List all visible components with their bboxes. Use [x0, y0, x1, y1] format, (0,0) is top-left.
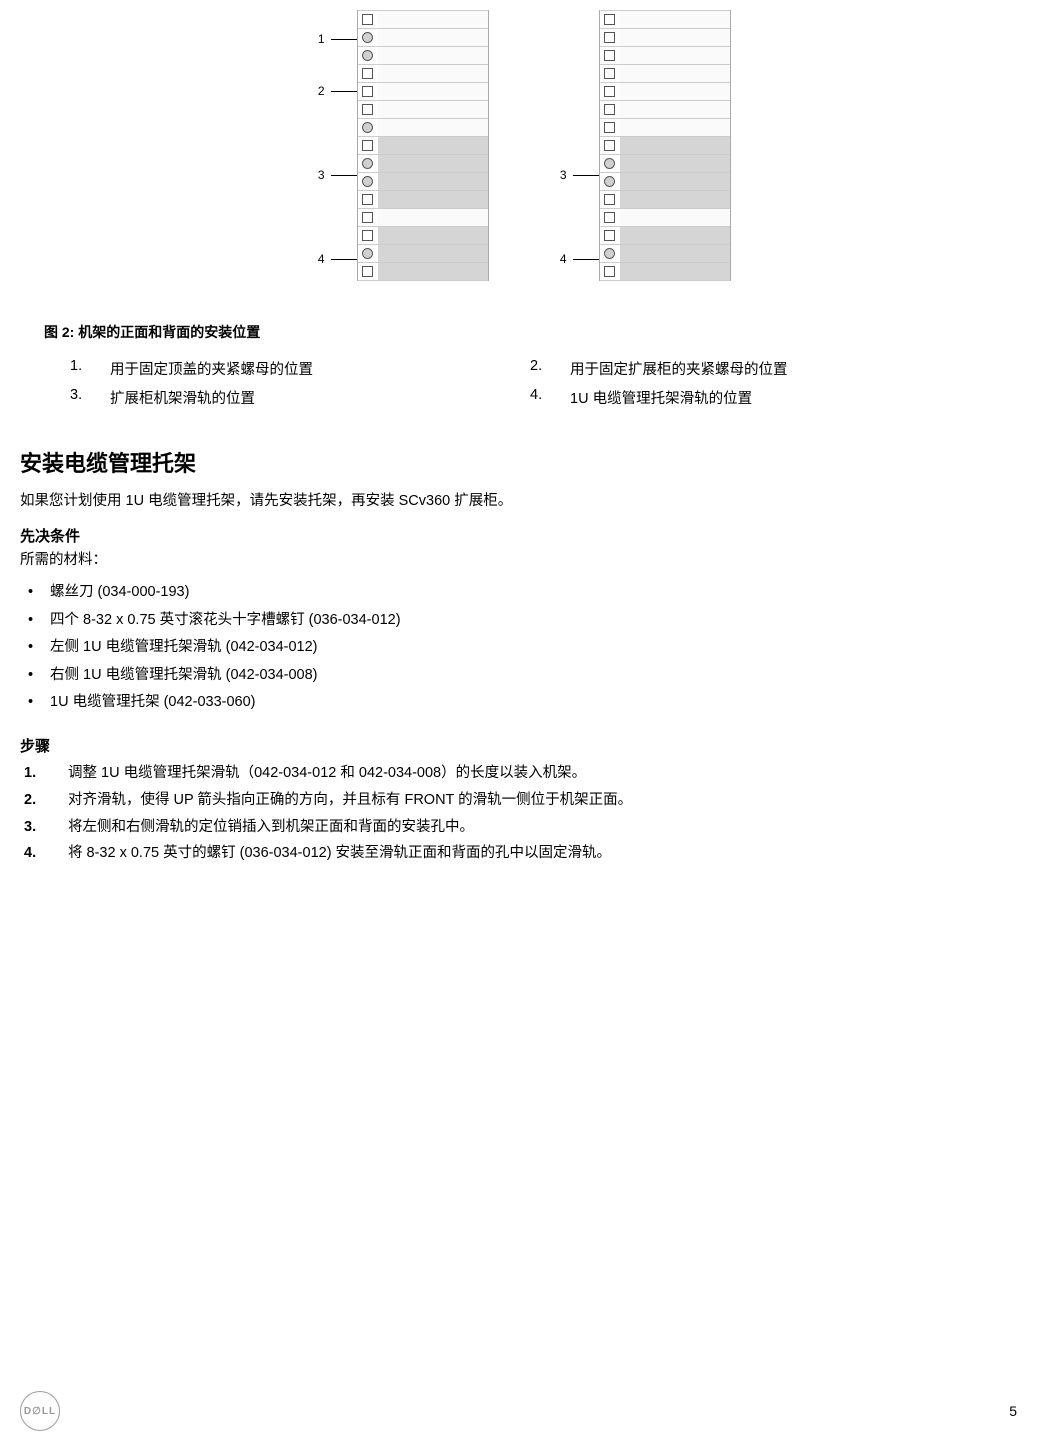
figure-legend: 1.用于固定顶盖的夹紧螺母的位置 2.用于固定扩展柜的夹紧螺母的位置 3.扩展柜… [70, 358, 1017, 416]
step-item: 将 8-32 x 0.75 英寸的螺钉 (036-034-012) 安装至滑轨正… [20, 840, 1017, 867]
legend-item: 2.用于固定扩展柜的夹紧螺母的位置 [530, 358, 990, 379]
section-heading: 安装电缆管理托架 [20, 446, 1017, 478]
materials-item: 左侧 1U 电缆管理托架滑轨 (042-034-012) [28, 634, 1017, 662]
legend-item: 1.用于固定顶盖的夹紧螺母的位置 [70, 358, 530, 379]
legend-item: 3.扩展柜机架滑轨的位置 [70, 387, 530, 408]
step-item: 对齐滑轨，使得 UP 箭头指向正确的方向，并且标有 FRONT 的滑轨一侧位于机… [20, 787, 1017, 814]
intro-text: 如果您计划使用 1U 电缆管理托架，请先安装托架，再安装 SCv360 扩展柜。 [20, 490, 1017, 513]
callout-label: 3 [560, 168, 567, 182]
page-number: 5 [1009, 1403, 1017, 1419]
materials-label: 所需的材料： [20, 548, 1017, 569]
materials-item: 螺丝刀 (034-000-193) [28, 579, 1017, 607]
callout-label: 2 [318, 84, 325, 98]
figure-diagrams: 1 2 3 4 3 4 [20, 0, 1017, 310]
dell-logo-icon: D∅LL [20, 1391, 60, 1431]
callout-label: 1 [318, 32, 325, 46]
steps-list: 调整 1U 电缆管理托架滑轨（042-034-012 和 042-034-008… [20, 760, 1017, 867]
materials-item: 1U 电缆管理托架 (042-033-060) [28, 689, 1017, 717]
page-footer: D∅LL 5 [20, 1391, 1017, 1431]
callout-label: 4 [318, 252, 325, 266]
prereq-heading: 先决条件 [20, 525, 1017, 546]
rack-front-diagram: 1 2 3 4 [307, 10, 489, 290]
figure-caption: 图 2: 机架的正面和背面的安装位置 [44, 322, 1017, 342]
materials-item: 右侧 1U 电缆管理托架滑轨 (042-034-008) [28, 662, 1017, 690]
materials-list: 螺丝刀 (034-000-193) 四个 8-32 x 0.75 英寸滚花头十字… [28, 579, 1017, 717]
callout-label: 4 [560, 252, 567, 266]
materials-item: 四个 8-32 x 0.75 英寸滚花头十字槽螺钉 (036-034-012) [28, 607, 1017, 635]
legend-item: 4.1U 电缆管理托架滑轨的位置 [530, 387, 990, 408]
step-item: 调整 1U 电缆管理托架滑轨（042-034-012 和 042-034-008… [20, 760, 1017, 787]
rack-back-diagram: 3 4 [549, 10, 731, 290]
step-item: 将左侧和右侧滑轨的定位销插入到机架正面和背面的安装孔中。 [20, 814, 1017, 841]
rack-rail [357, 10, 489, 281]
callout-label: 3 [318, 168, 325, 182]
rack-rail [599, 10, 731, 281]
steps-heading: 步骤 [20, 735, 1017, 756]
